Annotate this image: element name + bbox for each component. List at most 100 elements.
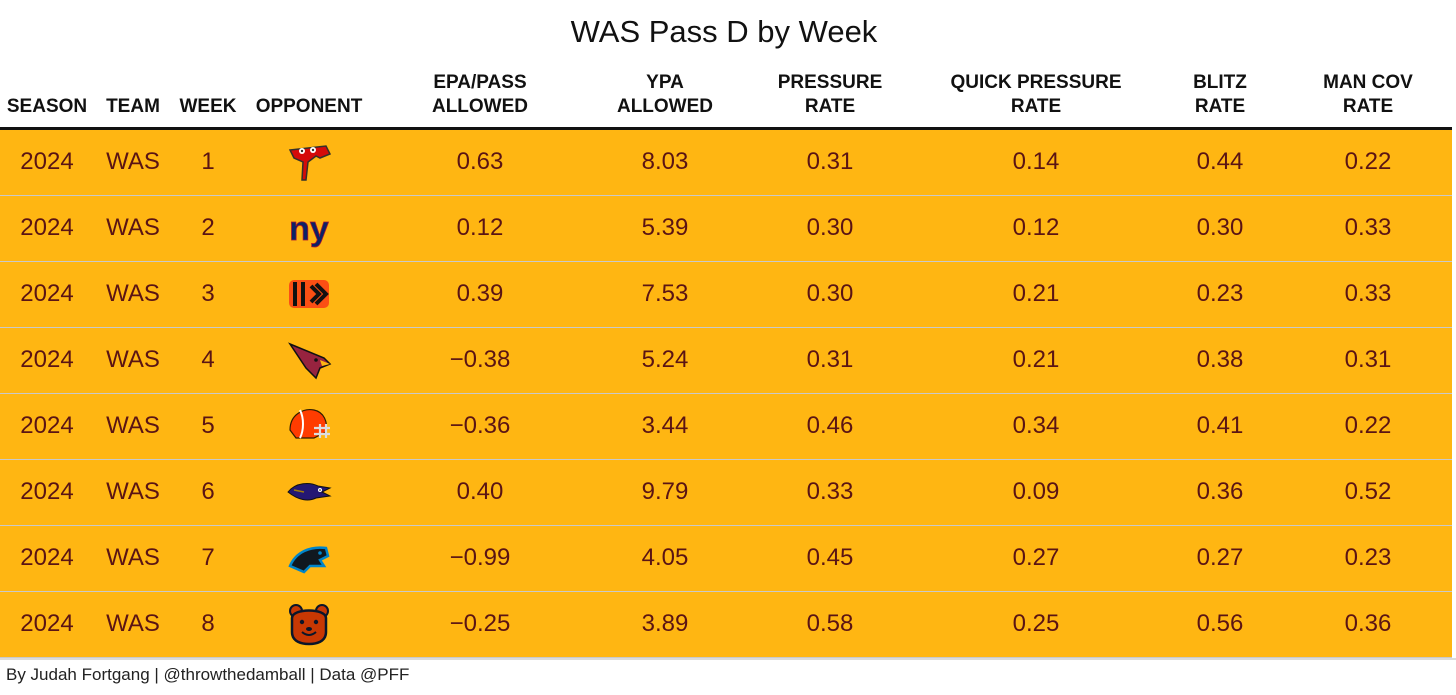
cell-quick-pressure-rate: 0.25 <box>1012 610 1060 637</box>
cell-blitz-rate: 0.41 <box>1196 412 1244 439</box>
cell-ypa-allowed: 5.39 <box>641 214 689 241</box>
cell-season: 2024 <box>20 214 74 241</box>
new-york-giants-logo: ny <box>286 206 332 250</box>
cell-opponent <box>248 526 370 591</box>
cell-pressure-rate: 0.31 <box>806 148 854 175</box>
cell-man-cov-rate: 0.22 <box>1344 148 1392 175</box>
cell-pressure-rate: 0.46 <box>806 412 854 439</box>
chart-title: WAS Pass D by Week <box>570 14 878 49</box>
cell-ypa-allowed: 4.05 <box>641 544 689 571</box>
cell-quick-pressure-rate: 0.09 <box>1012 478 1060 505</box>
cell-quick-pressure-rate: 0.21 <box>1012 346 1060 373</box>
table-row: 2024 WAS 4 −0.38 5.24 0.31 0.21 0.38 0.31 <box>0 328 1452 394</box>
cell-ypa-allowed: 9.79 <box>641 478 689 505</box>
cell-blitz-rate: 0.44 <box>1196 148 1244 175</box>
header-pressure-rate: PRESSURE RATE <box>777 72 883 117</box>
cell-season: 2024 <box>20 610 74 637</box>
footer-credit: By Judah Fortgang | @throwthedamball | D… <box>6 665 410 684</box>
cell-week: 4 <box>201 346 215 373</box>
cell-pressure-rate: 0.45 <box>806 544 854 571</box>
cell-quick-pressure-rate: 0.27 <box>1012 544 1060 571</box>
cell-man-cov-rate: 0.33 <box>1344 214 1392 241</box>
cell-epa-pass-allowed: −0.38 <box>449 346 511 373</box>
cell-blitz-rate: 0.27 <box>1196 544 1244 571</box>
table-header: SEASON TEAM WEEK OPPONENT EPA/PASS ALLOW… <box>0 64 1452 127</box>
cell-ypa-allowed: 5.24 <box>641 346 689 373</box>
arizona-cardinals-logo <box>286 338 332 382</box>
table-row: 2024 WAS 7 −0.99 4.05 0.45 0.27 0.27 0.23 <box>0 526 1452 592</box>
cell-ypa-allowed: 8.03 <box>641 148 689 175</box>
cell-team: WAS <box>106 544 160 571</box>
cleveland-browns-logo <box>286 404 332 448</box>
cell-blitz-rate: 0.23 <box>1196 280 1244 307</box>
cell-blitz-rate: 0.36 <box>1196 478 1244 505</box>
cell-week: 5 <box>201 412 215 439</box>
cell-blitz-rate: 0.30 <box>1196 214 1244 241</box>
tampa-bay-buccaneers-logo <box>286 140 332 184</box>
chicago-bears-logo <box>286 602 332 646</box>
header-blitz-rate: BLITZ RATE <box>1193 72 1247 117</box>
cell-week: 1 <box>201 148 215 175</box>
cell-quick-pressure-rate: 0.14 <box>1012 148 1060 175</box>
cell-man-cov-rate: 0.33 <box>1344 280 1392 307</box>
cell-epa-pass-allowed: −0.25 <box>449 610 511 637</box>
cell-opponent <box>248 394 370 459</box>
cincinnati-bengals-logo <box>286 272 332 316</box>
table-row: 2024 WAS 8 −0.25 3.89 0.58 0.25 0.56 0.36 <box>0 592 1452 658</box>
cell-man-cov-rate: 0.52 <box>1344 478 1392 505</box>
header-ypa-allowed: YPA ALLOWED <box>616 72 714 117</box>
cell-epa-pass-allowed: 0.40 <box>456 478 504 505</box>
cell-pressure-rate: 0.30 <box>806 214 854 241</box>
cell-season: 2024 <box>20 412 74 439</box>
table-row: 2024 WAS 1 0.63 8.03 0.31 0.14 0.44 0.22 <box>0 130 1452 196</box>
cell-week: 8 <box>201 610 215 637</box>
cell-ypa-allowed: 7.53 <box>641 280 689 307</box>
cell-team: WAS <box>106 148 160 175</box>
footer-divider <box>0 658 1456 660</box>
cell-pressure-rate: 0.31 <box>806 346 854 373</box>
cell-man-cov-rate: 0.31 <box>1344 346 1392 373</box>
table-row: 2024 WAS 6 0.40 9.79 0.33 0.09 0.36 0.52 <box>0 460 1452 526</box>
cell-week: 3 <box>201 280 215 307</box>
cell-pressure-rate: 0.58 <box>806 610 854 637</box>
cell-team: WAS <box>106 280 160 307</box>
cell-epa-pass-allowed: 0.63 <box>456 148 504 175</box>
cell-man-cov-rate: 0.36 <box>1344 610 1392 637</box>
header-man-cov-rate: MAN COV RATE <box>1323 72 1413 117</box>
cell-ypa-allowed: 3.44 <box>641 412 689 439</box>
cell-pressure-rate: 0.33 <box>806 478 854 505</box>
cell-week: 6 <box>201 478 215 505</box>
cell-team: WAS <box>106 478 160 505</box>
cell-epa-pass-allowed: 0.39 <box>456 280 504 307</box>
cell-season: 2024 <box>20 478 74 505</box>
cell-team: WAS <box>106 412 160 439</box>
cell-blitz-rate: 0.38 <box>1196 346 1244 373</box>
svg-text:ny: ny <box>289 210 329 248</box>
cell-opponent <box>248 262 370 327</box>
cell-opponent <box>248 592 370 657</box>
cell-week: 7 <box>201 544 215 571</box>
table-row: 2024 WAS 2 ny 0.12 5.39 0.30 0.12 0.30 0.33 <box>0 196 1452 262</box>
cell-epa-pass-allowed: −0.36 <box>449 412 511 439</box>
cell-quick-pressure-rate: 0.34 <box>1012 412 1060 439</box>
header-opponent: OPPONENT <box>255 96 363 117</box>
header-week: WEEK <box>179 96 237 117</box>
carolina-panthers-logo <box>286 536 332 580</box>
cell-season: 2024 <box>20 544 74 571</box>
cell-opponent <box>248 130 370 195</box>
cell-blitz-rate: 0.56 <box>1196 610 1244 637</box>
cell-man-cov-rate: 0.22 <box>1344 412 1392 439</box>
cell-team: WAS <box>106 610 160 637</box>
table-row: 2024 WAS 5 −0.36 3.44 0.46 0.34 0.41 0.22 <box>0 394 1452 460</box>
cell-epa-pass-allowed: 0.12 <box>456 214 504 241</box>
cell-team: WAS <box>106 346 160 373</box>
cell-epa-pass-allowed: −0.99 <box>449 544 511 571</box>
cell-season: 2024 <box>20 346 74 373</box>
cell-man-cov-rate: 0.23 <box>1344 544 1392 571</box>
cell-quick-pressure-rate: 0.21 <box>1012 280 1060 307</box>
table-row: 2024 WAS 3 0.39 7.53 0.30 0.21 0.23 0.33 <box>0 262 1452 328</box>
cell-opponent <box>248 328 370 393</box>
cell-opponent: ny <box>248 196 370 261</box>
cell-week: 2 <box>201 214 215 241</box>
header-epa-pass-allowed: EPA/PASS ALLOWED <box>431 72 529 117</box>
